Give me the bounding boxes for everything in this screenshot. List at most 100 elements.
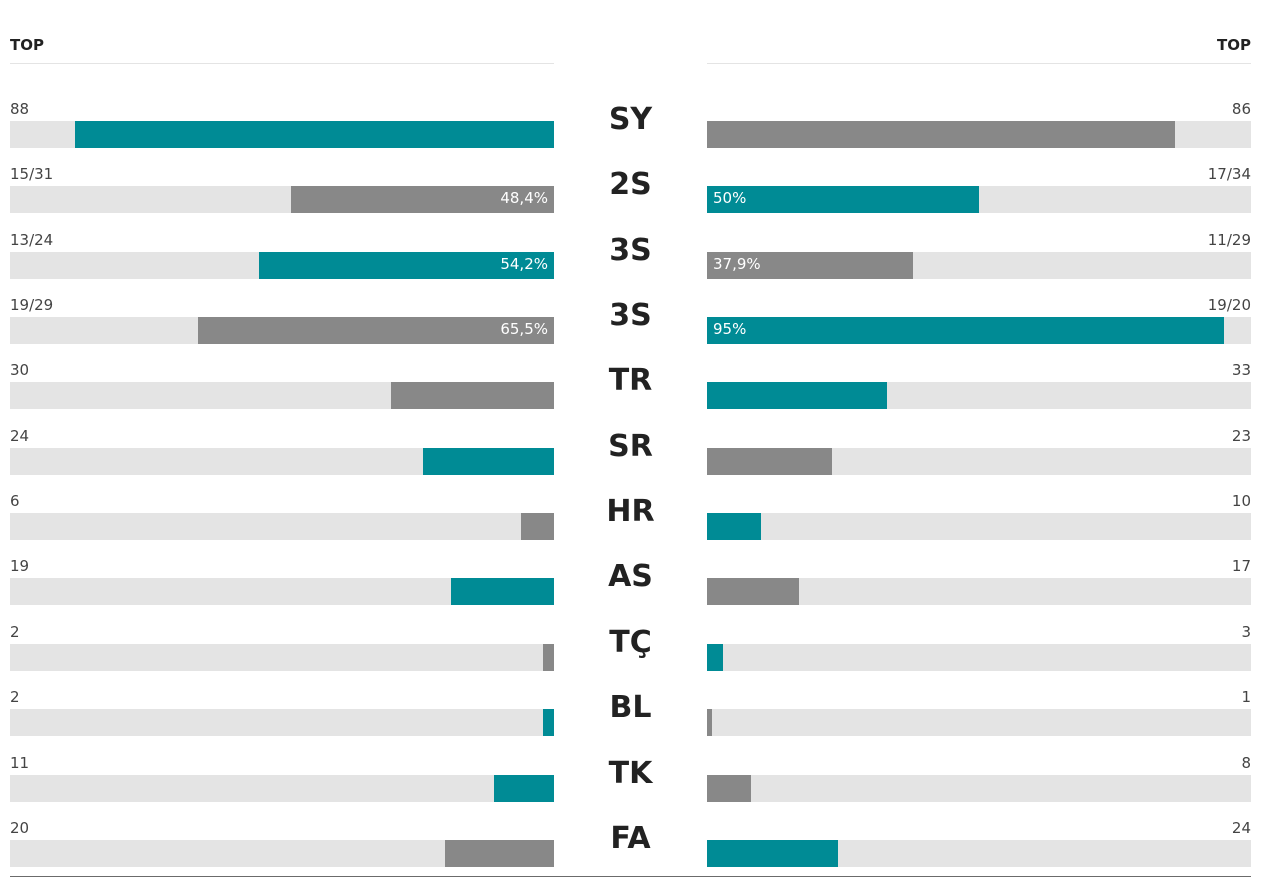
left-value-9: 2 xyxy=(10,688,20,707)
left-bar-9 xyxy=(543,709,554,737)
right-value-3: 19/20 xyxy=(1207,296,1251,315)
right-header-divider xyxy=(707,63,1251,64)
right-value-7: 17 xyxy=(1231,557,1251,576)
left-bar-6 xyxy=(521,513,554,541)
left-bar-11 xyxy=(445,839,554,867)
left-bar-5 xyxy=(423,447,554,475)
right-bar-track-5 xyxy=(707,447,1251,475)
left-bar-4 xyxy=(391,382,554,410)
stat-label-8: TÇ xyxy=(609,624,652,660)
right-percent-label-3: 95% xyxy=(713,320,747,339)
right-value-8: 3 xyxy=(1241,622,1251,641)
right-value-2: 11/29 xyxy=(1207,230,1251,249)
stat-label-1: 2S xyxy=(609,167,652,203)
stat-label-9: BL xyxy=(609,690,652,726)
right-bar-track-6 xyxy=(707,513,1251,541)
right-bar-2 xyxy=(707,251,913,279)
left-value-10: 11 xyxy=(10,753,30,772)
left-value-4: 30 xyxy=(10,361,30,380)
stat-label-2: 3S xyxy=(609,232,652,268)
stat-label-7: AS xyxy=(608,559,653,595)
left-bar-10 xyxy=(494,774,554,802)
stat-row: 30 TR 33 xyxy=(0,361,1263,421)
right-bar-0 xyxy=(707,121,1175,148)
left-value-8: 2 xyxy=(10,622,20,641)
left-bar-track-7 xyxy=(10,578,554,606)
left-value-5: 24 xyxy=(10,426,30,445)
stat-row: 15/31 48,4% 2S 17/34 50% xyxy=(0,165,1263,225)
right-bar-track-3: 95% xyxy=(707,317,1251,345)
left-team-header: TOP xyxy=(10,36,44,54)
left-bar-track-4 xyxy=(10,382,554,410)
stat-label-3: 3S xyxy=(609,298,652,334)
left-bar-track-8 xyxy=(10,643,554,671)
right-team-header: TOP xyxy=(1217,36,1251,54)
right-bar-track-4 xyxy=(707,382,1251,410)
right-value-6: 10 xyxy=(1231,492,1251,511)
right-bar-track-9 xyxy=(707,709,1251,737)
stat-row: 2 BL 1 xyxy=(0,688,1263,748)
right-bar-track-7 xyxy=(707,578,1251,606)
stat-row: 20 FA 24 xyxy=(0,819,1263,879)
left-bar-2 xyxy=(259,251,554,279)
left-bar-track-11 xyxy=(10,839,554,867)
right-value-9: 1 xyxy=(1241,688,1251,707)
right-percent-label-2: 37,9% xyxy=(713,254,761,273)
left-bar-1 xyxy=(291,186,554,214)
left-value-11: 20 xyxy=(10,818,30,837)
stat-row: 13/24 54,2% 3S 11/29 37,9% xyxy=(0,231,1263,291)
left-bar-track-10 xyxy=(10,774,554,802)
left-bar-track-3: 65,5% xyxy=(10,317,554,345)
left-value-3: 19/29 xyxy=(10,296,54,315)
stat-label-4: TR xyxy=(608,363,653,399)
right-bar-5 xyxy=(707,447,832,475)
right-bar-track-0 xyxy=(707,121,1251,148)
stat-row: 2 TÇ 3 xyxy=(0,623,1263,683)
left-percent-label-2: 54,2% xyxy=(500,254,548,273)
left-header-divider xyxy=(10,63,554,64)
right-bar-4 xyxy=(707,382,887,410)
left-value-6: 6 xyxy=(10,492,20,511)
left-value-2: 13/24 xyxy=(10,230,54,249)
stat-row: 19 AS 17 xyxy=(0,557,1263,617)
left-value-7: 19 xyxy=(10,557,30,576)
left-bar-track-6 xyxy=(10,513,554,541)
right-value-1: 17/34 xyxy=(1207,165,1251,184)
right-bar-track-8 xyxy=(707,643,1251,671)
right-value-4: 33 xyxy=(1231,361,1251,380)
left-bar-track-1: 48,4% xyxy=(10,186,554,214)
right-value-11: 24 xyxy=(1231,818,1251,837)
left-bar-3 xyxy=(198,317,554,345)
stat-label-10: TK xyxy=(608,755,653,791)
stat-row: 24 SR 23 xyxy=(0,427,1263,487)
left-percent-label-3: 65,5% xyxy=(500,320,548,339)
right-percent-label-1: 50% xyxy=(713,189,747,208)
left-bar-track-2: 54,2% xyxy=(10,251,554,279)
right-bar-11 xyxy=(707,839,838,867)
left-bar-track-9 xyxy=(10,709,554,737)
left-value-1: 15/31 xyxy=(10,165,54,184)
right-value-10: 8 xyxy=(1241,753,1251,772)
right-bar-3 xyxy=(707,317,1224,345)
right-bar-8 xyxy=(707,643,723,671)
stat-label-6: HR xyxy=(606,494,655,530)
left-bar-track-5 xyxy=(10,447,554,475)
right-bar-track-2: 37,9% xyxy=(707,251,1251,279)
left-bar-7 xyxy=(451,578,554,606)
stat-row: 88 SY 86 xyxy=(0,100,1263,160)
stat-label-5: SR xyxy=(608,428,653,464)
left-bar-track-0 xyxy=(10,121,554,148)
right-bar-10 xyxy=(707,774,751,802)
left-bar-8 xyxy=(543,643,554,671)
stat-row: 19/29 65,5% 3S 19/20 95% xyxy=(0,296,1263,356)
right-bar-1 xyxy=(707,186,979,214)
right-bar-track-11 xyxy=(707,839,1251,867)
stat-row: 11 TK 8 xyxy=(0,754,1263,814)
right-bar-track-1: 50% xyxy=(707,186,1251,214)
left-value-0: 88 xyxy=(10,100,30,118)
right-value-0: 86 xyxy=(1231,100,1251,118)
right-bar-6 xyxy=(707,513,761,541)
stat-row: 6 HR 10 xyxy=(0,492,1263,552)
bottom-divider xyxy=(10,876,1251,877)
left-percent-label-1: 48,4% xyxy=(500,189,548,208)
